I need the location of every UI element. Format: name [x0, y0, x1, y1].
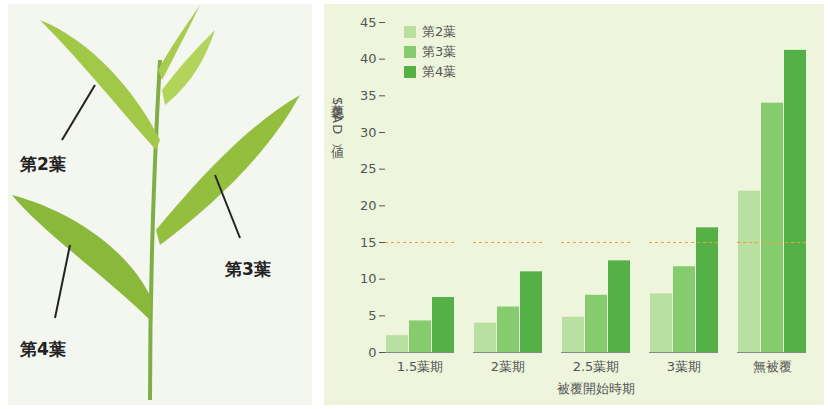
svg-text:25: 25: [360, 161, 377, 176]
svg-text:30: 30: [360, 125, 377, 140]
svg-text:2葉期: 2葉期: [491, 359, 525, 374]
svg-text:45: 45: [360, 15, 377, 30]
svg-text:20: 20: [360, 198, 377, 213]
html-text:第3葉: 第3葉: [422, 44, 457, 59]
html-text:葉色（SPAD）値: 葉色（SPAD）値: [330, 94, 345, 138]
svg-text:第4葉: 第4葉: [19, 339, 66, 359]
svg-text:無被覆: 無被覆: [753, 359, 792, 374]
svg-text:3葉期: 3葉期: [667, 359, 701, 374]
svg-text:35: 35: [360, 88, 377, 103]
svg-text:被覆開始時期: 被覆開始時期: [557, 381, 635, 396]
html-text:第4葉: 第4葉: [422, 64, 457, 79]
svg-text:0: 0: [368, 345, 376, 360]
svg-text:1.5葉期: 1.5葉期: [397, 359, 444, 374]
svg-text:第3葉: 第3葉: [224, 259, 271, 279]
svg-text:5: 5: [368, 308, 376, 323]
svg-text:第2葉: 第2葉: [19, 154, 66, 174]
svg-text:15: 15: [360, 235, 377, 250]
svg-text:10: 10: [360, 271, 377, 286]
svg-text:40: 40: [360, 51, 377, 66]
svg-text:2.5葉期: 2.5葉期: [573, 359, 620, 374]
html-text:第2葉: 第2葉: [422, 24, 457, 39]
